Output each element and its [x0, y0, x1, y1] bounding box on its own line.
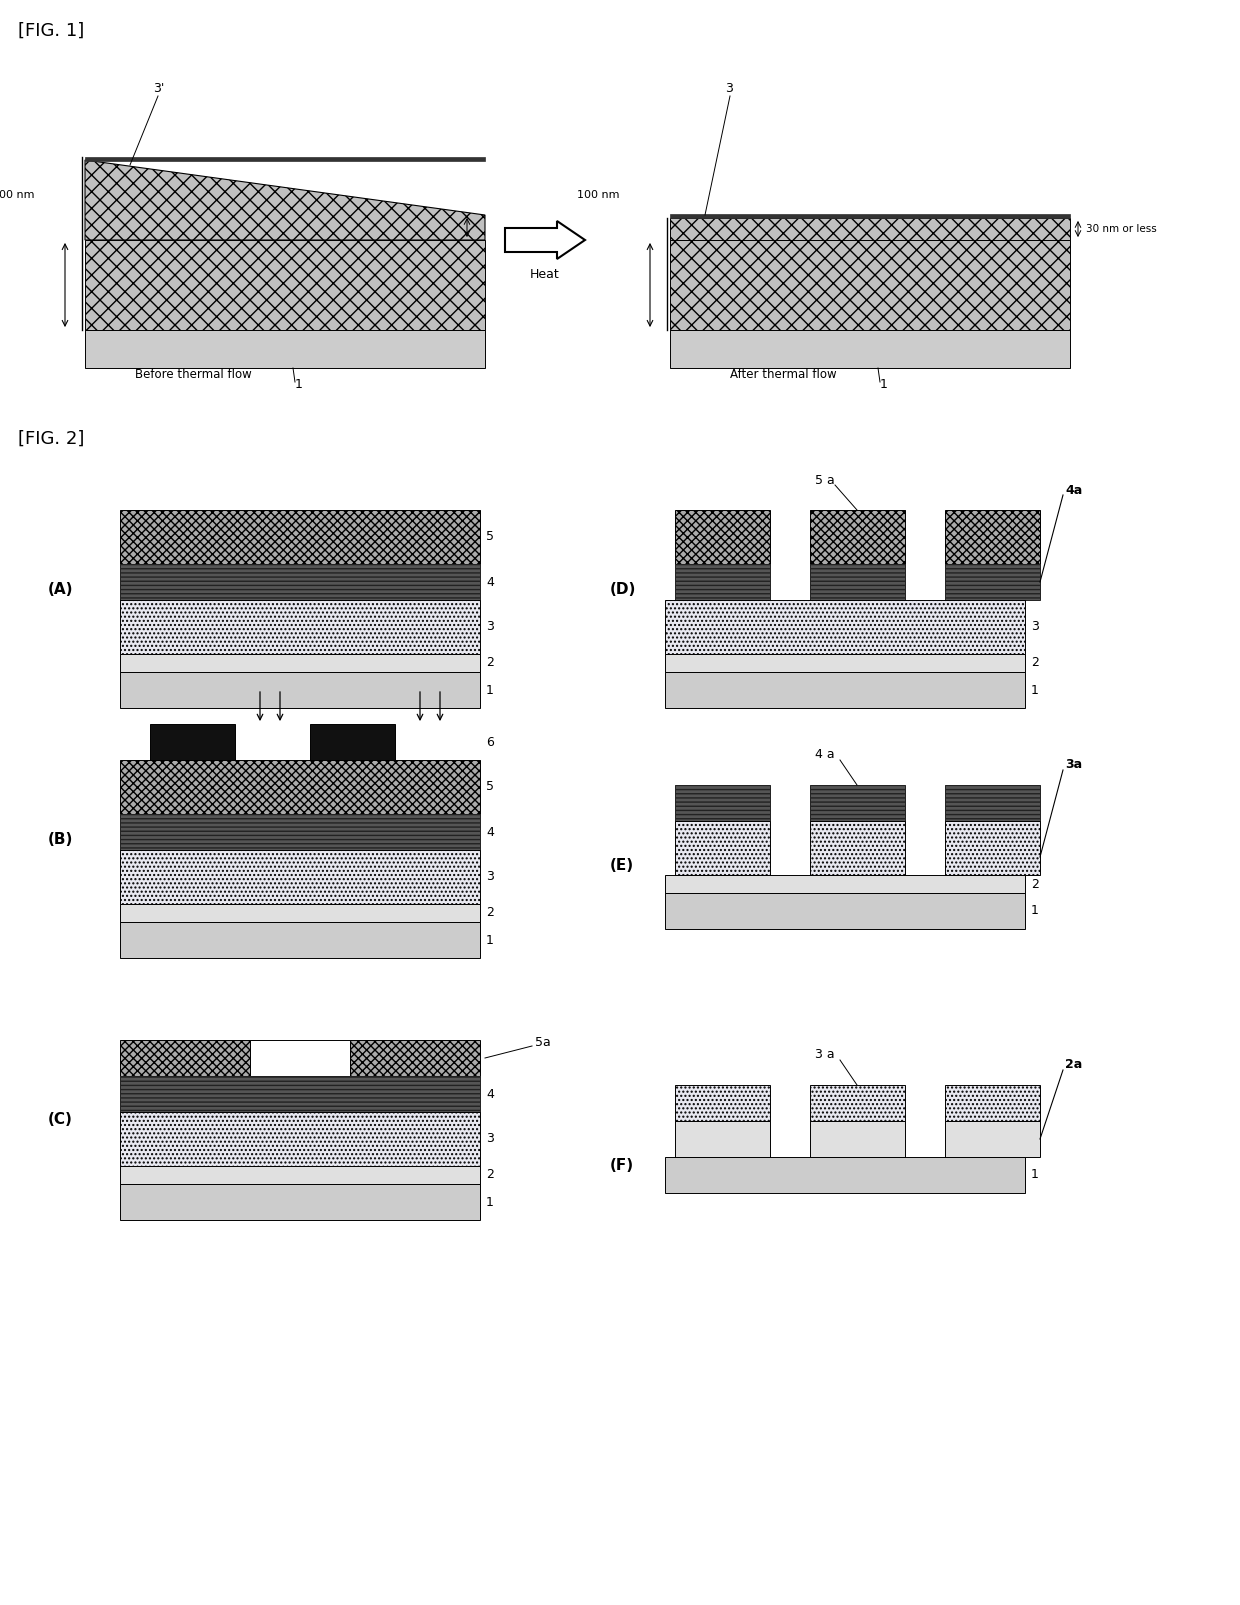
Text: 3a: 3a [1065, 759, 1083, 772]
Text: 4a: 4a [1065, 483, 1083, 496]
Text: (F): (F) [610, 1157, 634, 1173]
Text: 5a: 5a [534, 1037, 551, 1050]
Bar [350, 1040, 480, 1075]
Bar [86, 157, 485, 160]
Text: 3: 3 [1030, 621, 1039, 634]
Bar [86, 241, 485, 331]
Bar [945, 822, 1040, 875]
Bar [120, 761, 480, 814]
Text: 1: 1 [880, 379, 888, 392]
Text: After thermal flow: After thermal flow [730, 369, 837, 382]
Bar [665, 875, 1025, 892]
Bar [120, 672, 480, 708]
Bar [120, 510, 480, 563]
Text: 2: 2 [486, 907, 494, 920]
Text: 4: 4 [486, 825, 494, 838]
Text: 1: 1 [1030, 905, 1039, 918]
Bar [120, 904, 480, 921]
Bar [86, 331, 485, 368]
Bar [675, 563, 770, 600]
Text: 3: 3 [486, 621, 494, 634]
Bar [945, 1085, 1040, 1120]
Bar [120, 814, 480, 851]
Text: 1: 1 [486, 934, 494, 947]
Text: 2: 2 [486, 1168, 494, 1181]
Text: 1: 1 [1030, 684, 1039, 697]
Bar [120, 851, 480, 904]
Bar [670, 241, 1070, 331]
Bar [120, 563, 480, 600]
Text: 2a: 2a [1065, 1059, 1083, 1072]
Text: (B): (B) [48, 833, 73, 847]
Text: [FIG. 2]: [FIG. 2] [19, 430, 84, 448]
Text: (D): (D) [610, 583, 636, 597]
Bar [670, 218, 1070, 241]
Bar [675, 510, 770, 563]
Bar [675, 1085, 770, 1120]
Bar [675, 1120, 770, 1157]
Text: (C): (C) [48, 1112, 73, 1127]
Bar [250, 1040, 350, 1075]
Bar [120, 1040, 250, 1075]
Text: 2: 2 [1030, 656, 1039, 669]
Bar [810, 785, 905, 822]
Bar [120, 1165, 480, 1184]
Bar [310, 724, 396, 761]
Bar [665, 1157, 1025, 1193]
Bar [150, 724, 236, 761]
Bar [120, 1112, 480, 1165]
Text: [FIG. 1]: [FIG. 1] [19, 22, 84, 40]
Text: 1: 1 [486, 684, 494, 697]
Bar [665, 600, 1025, 653]
Bar [670, 213, 1070, 218]
Bar [810, 1085, 905, 1120]
Text: 6: 6 [486, 735, 494, 748]
Text: 4: 4 [486, 1088, 494, 1101]
Text: Before thermal flow: Before thermal flow [135, 369, 252, 382]
Bar [120, 600, 480, 653]
Bar [665, 653, 1025, 672]
Text: 2: 2 [1030, 878, 1039, 891]
Bar [945, 1120, 1040, 1157]
Text: 3 a: 3 a [815, 1048, 835, 1061]
Text: 4 a: 4 a [815, 748, 835, 761]
Text: 5 a: 5 a [815, 473, 835, 486]
Bar [120, 1075, 480, 1112]
FancyArrow shape [505, 221, 585, 258]
Text: 100 nm: 100 nm [0, 189, 35, 201]
Bar [810, 510, 905, 563]
Text: 2: 2 [486, 656, 494, 669]
Bar [810, 563, 905, 600]
Text: 3': 3' [153, 82, 165, 95]
Bar [665, 672, 1025, 708]
Text: Heat: Heat [531, 268, 560, 281]
Bar [120, 1184, 480, 1220]
Bar [670, 331, 1070, 368]
Bar [945, 510, 1040, 563]
Text: 4: 4 [486, 576, 494, 589]
Bar [945, 785, 1040, 822]
Text: (A): (A) [48, 583, 73, 597]
Text: 3: 3 [486, 870, 494, 883]
Bar [810, 1120, 905, 1157]
Text: 5: 5 [486, 531, 494, 544]
Bar [675, 822, 770, 875]
Text: 5: 5 [486, 780, 494, 793]
Text: 1: 1 [1030, 1168, 1039, 1181]
Bar [675, 785, 770, 822]
Bar [665, 892, 1025, 929]
Bar [945, 563, 1040, 600]
Text: 100 nm: 100 nm [577, 189, 619, 201]
Bar [120, 921, 480, 958]
Text: 1: 1 [295, 379, 303, 392]
Polygon shape [86, 160, 485, 241]
Bar [810, 822, 905, 875]
Bar [120, 653, 480, 672]
Text: (E): (E) [610, 857, 634, 873]
Text: 30 nm or less: 30 nm or less [1086, 225, 1157, 234]
Text: 3: 3 [725, 82, 733, 95]
Text: 3: 3 [486, 1133, 494, 1146]
Text: 1: 1 [486, 1196, 494, 1209]
